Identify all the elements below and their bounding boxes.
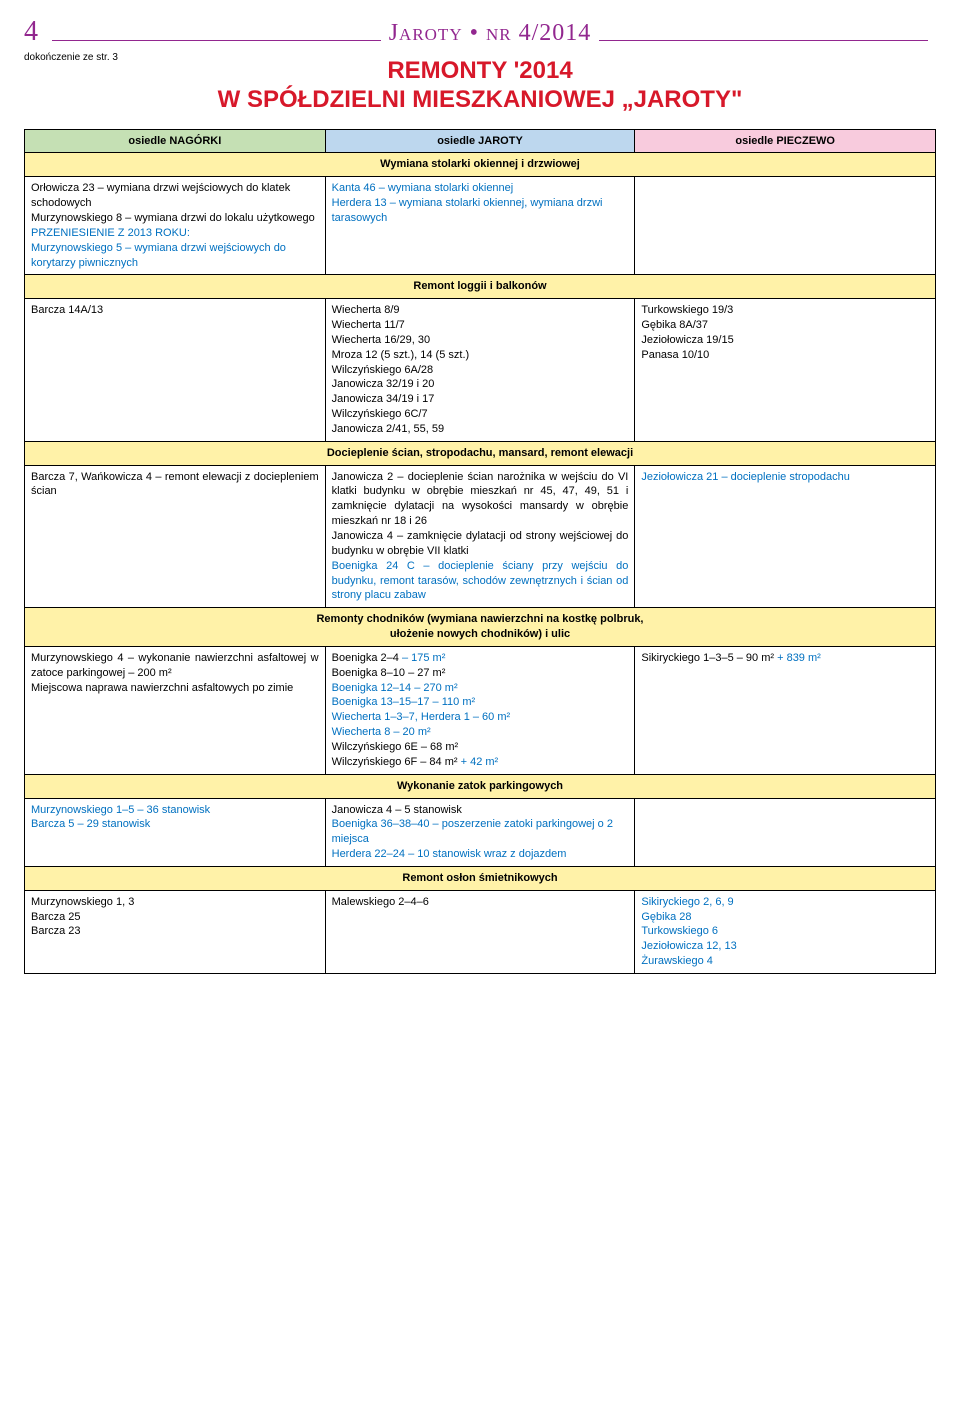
main-title: REMONTY '2014 W SPÓŁDZIELNI MIESZKANIOWE… (24, 57, 936, 115)
table-row: Murzynowskiego 4 – wykonanie nawierzchni… (25, 646, 936, 774)
cell: Barcza 14A/13 (25, 299, 326, 442)
table-header-row: osiedle NAGÓRKI osiedle JAROTY osiedle P… (25, 129, 936, 153)
table-row: Barcza 14A/13 Wiecherta 8/9 Wiecherta 11… (25, 299, 936, 442)
t: Boenigka 13–15–17 – 110 m² (332, 696, 476, 708)
text-black: Janowicza 4 – 5 stanowisk (332, 804, 462, 816)
cell: Boenigka 2–4 – 175 m² Boenigka 8–10 – 27… (325, 646, 635, 774)
cell: Jeziołowicza 21 – docieplenie stropodach… (635, 465, 936, 608)
table-row: Murzynowskiego 1, 3 Barcza 25 Barcza 23 … (25, 890, 936, 973)
col-header-jaroty: osiedle JAROTY (325, 129, 635, 153)
t: Wiecherta 8 – 20 m² (332, 726, 431, 738)
t: Wilczyńskiego 6E – 68 m² (332, 741, 459, 753)
continuation-note: dokończenie ze str. 3 (24, 52, 118, 63)
title-line-1: REMONTY '2014 (387, 57, 572, 84)
rule-left (52, 40, 381, 41)
cell (635, 177, 936, 275)
cell: Murzynowskiego 1–5 – 36 stanowisk Barcza… (25, 798, 326, 866)
section-head-docieplenie: Docieplenie ścian, stropodachu, mansard,… (25, 441, 936, 465)
text-blue: Boenigka 36–38–40 – poszerzenie zatoki p… (332, 818, 613, 860)
cell: Barcza 7, Wańkowicza 4 – remont elewacji… (25, 465, 326, 608)
text-blue: Boenigka 24 C – docieplenie ściany przy … (332, 560, 629, 602)
t: Boenigka 2–4 (332, 652, 402, 664)
cell: Kanta 46 – wymiana stolarki okiennej Her… (325, 177, 635, 275)
cell: Sikiryckiego 2, 6, 9 Gębika 28 Turkowski… (635, 890, 936, 973)
cell: Turkowskiego 19/3 Gębika 8A/37 Jeziołowi… (635, 299, 936, 442)
table-row: Barcza 7, Wańkowicza 4 – remont elewacji… (25, 465, 936, 608)
text-blue: Sikiryckiego 2, 6, 9 Gębika 28 Turkowski… (641, 896, 736, 967)
page-number: 4 (24, 16, 38, 48)
masthead: Jaroty • nr 4/2014 (389, 20, 592, 47)
section-head-loggie: Remont loggii i balkonów (25, 275, 936, 299)
cell: Sikiryckiego 1–3–5 – 90 m² + 839 m² (635, 646, 936, 774)
t: Murzynowskiego 1, 3 Barcza 25 Barcza 23 (31, 896, 134, 938)
section-head-zatoki: Wykonanie zatok parkingowych (25, 774, 936, 798)
col-header-nagorki: osiedle NAGÓRKI (25, 129, 326, 153)
cell: Malewskiego 2–4–6 (325, 890, 635, 973)
text-blue: Jeziołowicza 21 – docieplenie stropodach… (641, 471, 850, 483)
t: Sikiryckiego 1–3–5 – 90 m² (641, 652, 777, 664)
text: Murzynowskiego 4 – wykonanie nawierzchni… (31, 652, 319, 694)
remonty-table: osiedle NAGÓRKI osiedle JAROTY osiedle P… (24, 129, 936, 974)
cell (635, 798, 936, 866)
t: Boenigka 8–10 – 27 m² (332, 667, 446, 679)
table-row: Orłowicza 23 – wymiana drzwi wejściowych… (25, 177, 936, 275)
section-head-stolarka: Wymiana stolarki okiennej i drzwiowej (25, 153, 936, 177)
section-head-chodniki: Remonty chodników (wymiana nawierzchni n… (25, 608, 936, 647)
cell: Orłowicza 23 – wymiana drzwi wejściowych… (25, 177, 326, 275)
table-row: Murzynowskiego 1–5 – 36 stanowisk Barcza… (25, 798, 936, 866)
text: Turkowskiego 19/3 Gębika 8A/37 Jeziołowi… (641, 304, 733, 361)
cell: Murzynowskiego 4 – wykonanie nawierzchni… (25, 646, 326, 774)
t: + 42 m² (461, 756, 499, 768)
t: – 175 m² (402, 652, 445, 664)
t: Wilczyńskiego 6F – 84 m² (332, 756, 461, 768)
rule-right (599, 40, 928, 41)
text-blue: Kanta 46 – wymiana stolarki okiennej Her… (332, 182, 603, 224)
cell: Janowicza 2 – docieplenie ścian narożnik… (325, 465, 635, 608)
cell: Janowicza 4 – 5 stanowisk Boenigka 36–38… (325, 798, 635, 866)
cell: Wiecherta 8/9 Wiecherta 11/7 Wiecherta 1… (325, 299, 635, 442)
title-line-2: W SPÓŁDZIELNI MIESZKANIOWEJ „JAROTY" (218, 86, 743, 113)
text-black: Orłowicza 23 – wymiana drzwi wejściowych… (31, 182, 315, 224)
section-head-smietniki: Remont osłon śmietnikowych (25, 866, 936, 890)
text-black: Janowicza 2 – docieplenie ścian narożnik… (332, 471, 629, 557)
t: Wiecherta 1–3–7, Herdera 1 – 60 m² (332, 711, 511, 723)
cell: Murzynowskiego 1, 3 Barcza 25 Barcza 23 (25, 890, 326, 973)
t: Malewskiego 2–4–6 (332, 896, 429, 908)
header: 4 dokończenie ze str. 3 Jaroty • nr 4/20… (24, 20, 936, 47)
col-header-pieczewo: osiedle PIECZEWO (635, 129, 936, 153)
text-blue: Murzynowskiego 1–5 – 36 stanowisk Barcza… (31, 804, 210, 831)
text: Wiecherta 8/9 Wiecherta 11/7 Wiecherta 1… (332, 304, 470, 435)
t: Boenigka 12–14 – 270 m² (332, 682, 458, 694)
t: + 839 m² (777, 652, 821, 664)
text-blue: PRZENIESIENIE Z 2013 ROKU: Murzynowskieg… (31, 227, 286, 269)
